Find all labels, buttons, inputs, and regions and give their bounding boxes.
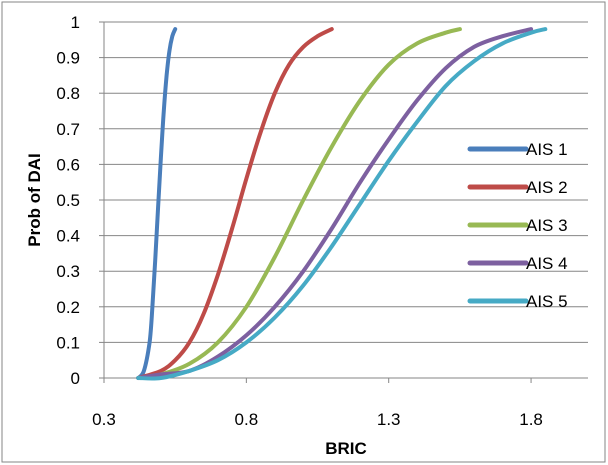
x-tick-labels: 0.3 0.8 1.3 1.8 <box>92 378 543 429</box>
legend-label-ais-2: AIS 2 <box>526 178 568 197</box>
series-line-ais-1 <box>136 27 178 380</box>
legend-label-ais-3: AIS 3 <box>526 216 568 235</box>
y-axis-title: Prob of DAI <box>25 153 44 247</box>
series-group <box>136 27 548 381</box>
y-tick-label-3: 0.3 <box>56 262 80 281</box>
legend-label-ais-5: AIS 5 <box>526 292 568 311</box>
y-tick-label-10: 1 <box>71 13 80 32</box>
y-tick-label-8: 0.8 <box>56 84 80 103</box>
y-tick-label-9: 0.9 <box>56 49 80 68</box>
series-line-ais-5 <box>136 27 548 381</box>
y-tick-label-6: 0.6 <box>56 155 80 174</box>
y-tick-label-5: 0.5 <box>56 191 80 210</box>
legend-label-ais-1: AIS 1 <box>526 140 568 159</box>
x-axis-title: BRIC <box>325 439 367 458</box>
grid-lines <box>104 21 588 343</box>
y-tick-label-1: 0.1 <box>56 333 80 352</box>
x-tick-label-2: 1.3 <box>377 410 401 429</box>
y-tick-label-0: 0 <box>71 369 80 388</box>
y-tick-label-2: 0.2 <box>56 298 80 317</box>
x-tick-label-3: 1.8 <box>519 410 543 429</box>
series-line-ais-2 <box>136 27 334 380</box>
y-tick-label-4: 0.4 <box>56 227 80 246</box>
y-tick-label-7: 0.7 <box>56 120 80 139</box>
legend: AIS 1 AIS 2 AIS 3 AIS 4 AIS 5 <box>467 140 568 311</box>
series-line-ais-3 <box>136 27 462 380</box>
legend-label-ais-4: AIS 4 <box>526 254 568 273</box>
x-tick-label-0: 0.3 <box>92 410 116 429</box>
x-tick-label-1: 0.8 <box>235 410 259 429</box>
y-tick-labels: 0 0.1 0.2 0.3 0.4 0.5 0.6 0.7 0.8 0.9 1 <box>56 13 104 388</box>
